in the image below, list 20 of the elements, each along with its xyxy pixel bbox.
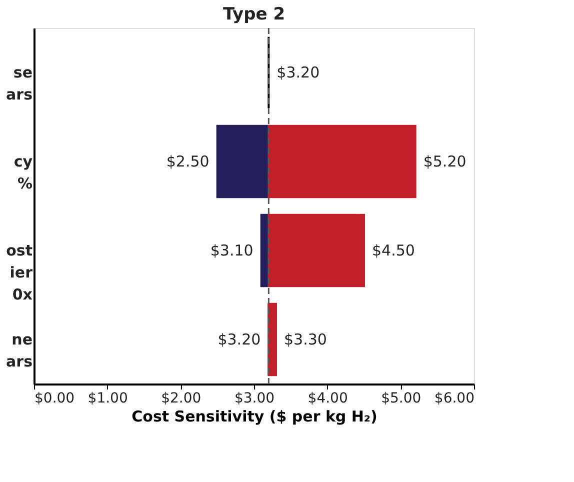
data-label: $2.50 <box>166 152 210 170</box>
x-tick-label: $5.00 <box>381 390 422 406</box>
data-label: $5.20 <box>423 152 466 170</box>
y-tick-label: ne ars <box>6 330 33 370</box>
y-tick-label: cy % <box>14 152 33 192</box>
data-label: $3.20 <box>276 64 320 82</box>
data-label: $3.30 <box>284 330 327 348</box>
y-tick-label: se ars <box>6 64 33 104</box>
x-axis-title: Cost Sensitivity ($ per kg H₂) <box>132 408 378 426</box>
data-label: $4.50 <box>372 242 415 260</box>
data-label: $3.20 <box>218 330 261 348</box>
x-tick-label: $6.00 <box>434 390 474 406</box>
x-tick-label: $4.00 <box>308 390 348 406</box>
x-tick-label: $2.00 <box>161 390 202 406</box>
x-tick-label: $1.00 <box>88 390 128 406</box>
chart-title: Type 2 <box>222 4 286 24</box>
y-tick-label: ost ier 0x <box>6 242 34 304</box>
x-tick-label: $0.00 <box>34 390 75 406</box>
data-label: $3.10 <box>210 242 254 260</box>
x-tick-label: $3.00 <box>234 390 275 406</box>
